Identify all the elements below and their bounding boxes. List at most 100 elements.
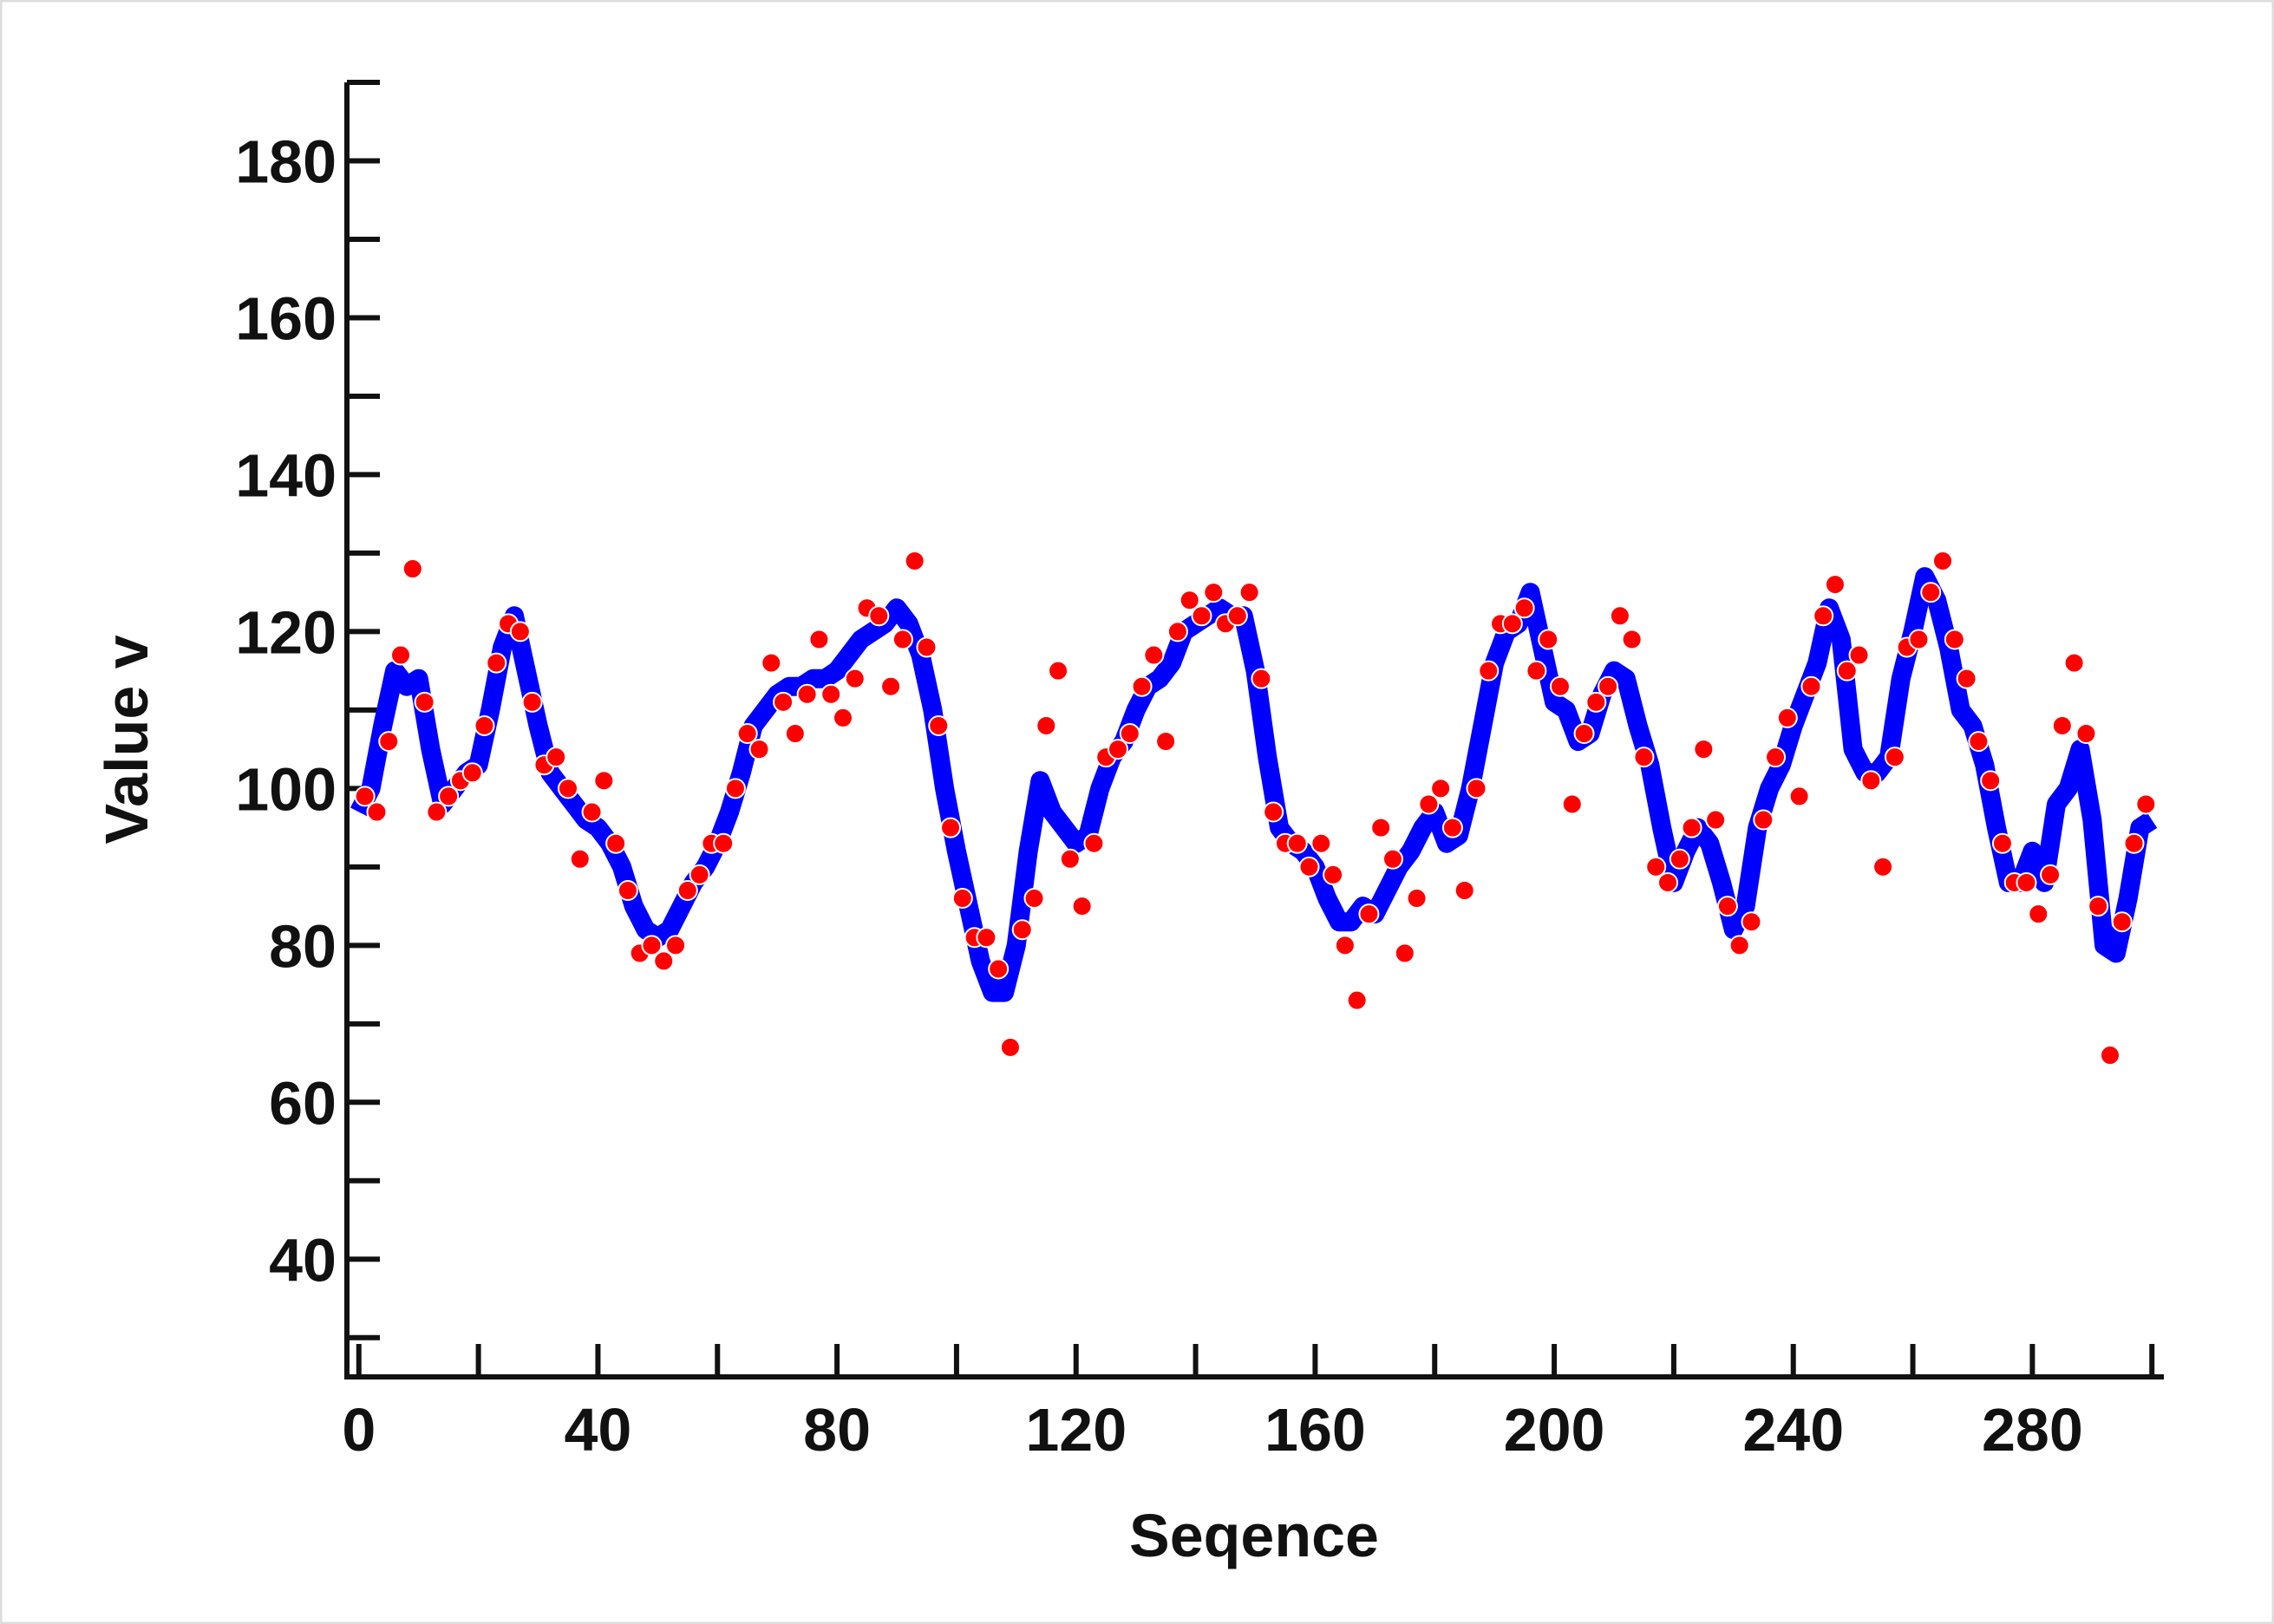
- data-point: [1155, 731, 1177, 753]
- data-point: [1143, 644, 1165, 666]
- data-point: [2135, 793, 2157, 815]
- data-point: [2111, 911, 2133, 933]
- data-point: [1513, 597, 1535, 619]
- data-point: [1716, 896, 1738, 917]
- data-point: [2075, 723, 2097, 745]
- data-point: [1860, 770, 1882, 792]
- data-point: [1263, 801, 1284, 823]
- y-tick-label: 100: [235, 755, 337, 823]
- data-point: [1478, 660, 1500, 682]
- data-point: [557, 778, 578, 799]
- x-tick-label: 280: [1982, 1396, 2083, 1464]
- data-point: [1645, 856, 1667, 877]
- data-point: [414, 691, 435, 713]
- data-point: [1226, 605, 1248, 627]
- data-point: [951, 888, 973, 910]
- x-tick-label: 0: [342, 1396, 376, 1464]
- data-point: [976, 927, 997, 949]
- data-point: [1669, 848, 1690, 870]
- data-point: [1968, 731, 1990, 753]
- data-point: [1908, 629, 1930, 650]
- y-axis-label: Value v: [93, 635, 160, 844]
- x-tick-label: 240: [1742, 1396, 1844, 1464]
- data-point: [474, 714, 495, 736]
- data-point: [1418, 793, 1440, 815]
- data-point: [1573, 723, 1595, 745]
- data-point: [1179, 590, 1200, 611]
- data-point: [1501, 613, 1523, 635]
- x-tick-label: 120: [1025, 1396, 1127, 1464]
- data-point: [1048, 660, 1069, 682]
- data-point: [892, 629, 913, 650]
- data-point: [426, 801, 448, 823]
- data-point: [665, 935, 687, 956]
- data-point: [593, 770, 615, 792]
- data-point: [2040, 864, 2062, 885]
- data-point: [1023, 888, 1045, 910]
- data-point: [1956, 668, 1977, 689]
- data-point: [1549, 675, 1571, 697]
- y-tick-label: 60: [269, 1069, 337, 1137]
- data-point: [1991, 832, 2013, 854]
- data-point: [1071, 896, 1093, 917]
- data-point: [509, 621, 531, 642]
- y-tick-label: 40: [269, 1226, 337, 1294]
- data-point: [1872, 856, 1894, 877]
- data-point: [1334, 935, 1356, 956]
- data-point: [2028, 903, 2049, 925]
- data-point: [1059, 848, 1081, 870]
- data-point: [940, 817, 962, 838]
- data-point: [1430, 778, 1452, 799]
- data-point: [1609, 605, 1630, 627]
- data-point: [784, 723, 806, 745]
- data-point: [676, 879, 698, 901]
- data-point: [605, 832, 627, 854]
- data-point: [736, 723, 758, 745]
- data-point: [689, 864, 710, 885]
- data-point: [1131, 675, 1153, 697]
- data-point: [1944, 629, 1965, 650]
- x-tick-label: 80: [803, 1396, 871, 1464]
- data-point: [1382, 848, 1404, 870]
- data-point: [796, 683, 818, 705]
- data-point: [1848, 644, 1870, 666]
- data-point: [546, 747, 567, 768]
- data-point: [1741, 911, 1762, 933]
- data-point: [1370, 817, 1392, 838]
- data-point: [486, 652, 507, 674]
- data-point: [390, 644, 412, 666]
- data-point: [1298, 856, 1320, 877]
- data-point: [1813, 605, 1834, 627]
- data-point: [1251, 668, 1272, 689]
- data-point: [1800, 675, 1822, 697]
- data-point: [748, 739, 770, 760]
- data-point: [2099, 1045, 2120, 1066]
- data-point: [1238, 582, 1260, 603]
- data-point: [2016, 871, 2037, 893]
- data-point: [1286, 832, 1308, 854]
- data-point: [1824, 574, 1846, 596]
- data-point: [1633, 747, 1655, 768]
- data-point: [916, 636, 938, 658]
- data-point: [1657, 871, 1679, 893]
- data-point: [713, 832, 735, 854]
- data-point: [1705, 809, 1727, 831]
- data-point: [581, 801, 603, 823]
- data-point: [1693, 739, 1715, 760]
- x-axis-label: Seqence: [1129, 1502, 1379, 1569]
- data-point: [438, 786, 460, 807]
- x-tick-label: 40: [565, 1396, 632, 1464]
- y-tick-label: 120: [235, 598, 337, 666]
- data-point: [1466, 778, 1487, 799]
- data-point: [1166, 621, 1188, 642]
- data-point: [1454, 879, 1475, 901]
- data-point: [1083, 832, 1105, 854]
- data-point: [641, 935, 663, 956]
- data-point: [521, 691, 543, 713]
- data-point: [880, 675, 902, 697]
- data-point: [378, 731, 400, 753]
- data-point: [988, 958, 1010, 980]
- data-point: [1621, 629, 1643, 650]
